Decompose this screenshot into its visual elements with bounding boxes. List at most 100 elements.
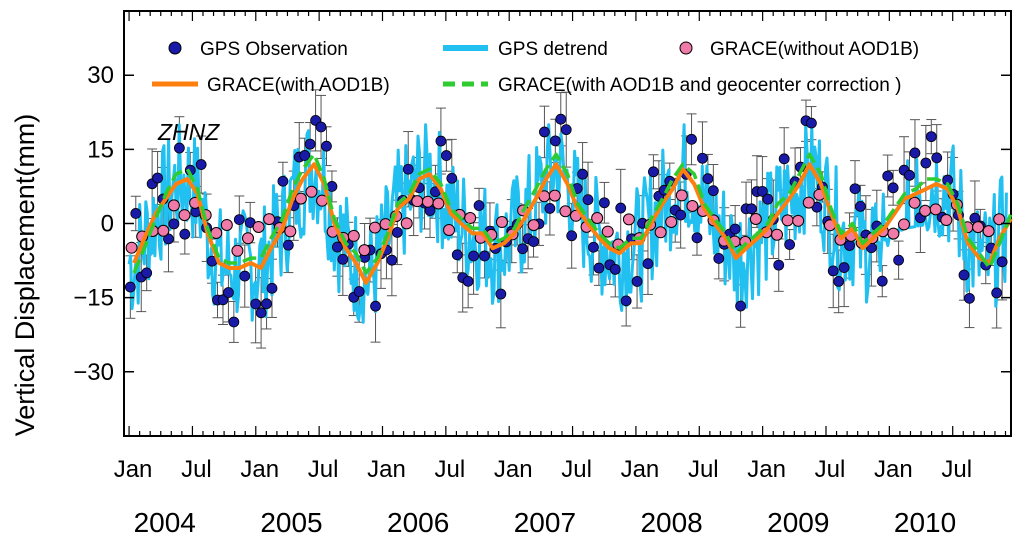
grace-without-aod1b-point — [241, 232, 254, 245]
legend-marker-grace-without-aod1b — [679, 41, 693, 55]
grace-without-aod1b-point — [231, 244, 244, 257]
gps-observation-point — [233, 214, 245, 226]
gps-observation-point — [326, 181, 338, 192]
grace-without-aod1b-point — [464, 212, 477, 225]
grace-without-aod1b-point — [421, 195, 434, 208]
year-label: 2004 — [134, 507, 196, 538]
grace-without-aod1b-point — [432, 197, 445, 210]
x-tick-label: Jul — [308, 456, 339, 483]
x-tick-label: Jan — [494, 456, 533, 483]
gps-observation-point — [370, 300, 381, 312]
gps-observation-point — [239, 270, 251, 282]
x-tick-label: Jul — [941, 456, 972, 483]
grace-without-aod1b-point — [771, 228, 784, 241]
x-tick-label: Jan — [874, 456, 913, 483]
grace-without-aod1b-point — [591, 211, 604, 224]
gps-observation-point — [163, 233, 174, 245]
grace-without-aod1b-point — [347, 229, 360, 242]
gps-observation-point — [549, 135, 561, 147]
gps-observation-point — [195, 159, 207, 170]
y-tick-label: −15 — [73, 285, 114, 312]
gps-observation-point — [931, 152, 943, 164]
x-tick-label: Jul — [561, 456, 592, 483]
grace-without-aod1b-point — [125, 241, 138, 254]
gps-observation-point — [179, 228, 191, 240]
gps-observation-point — [353, 286, 365, 297]
gps-observation-point — [321, 140, 332, 152]
x-tick-label: Jan — [367, 456, 406, 483]
y-tick-label: 0 — [101, 211, 114, 238]
gps-observation-point — [958, 269, 970, 281]
grace-without-aod1b-point — [749, 213, 762, 226]
grace-without-aod1b-point — [887, 227, 900, 240]
gps-observation-point — [228, 316, 240, 328]
gps-observation-point — [331, 241, 343, 253]
gps-observation-point — [566, 230, 578, 242]
grace-without-aod1b-point — [675, 189, 688, 202]
gps-observation-point — [686, 133, 697, 145]
gps-observation-point — [304, 138, 316, 150]
legend-label-gps-observation: GPS Observation — [200, 39, 348, 60]
year-label: 2010 — [894, 507, 956, 538]
gps-observation-point — [609, 264, 621, 275]
gps-observation-point — [849, 183, 861, 195]
gps-observation-point — [876, 275, 888, 287]
gps-observation-point — [697, 152, 708, 164]
legend-label-gps-detrend: GPS detrend — [498, 39, 608, 60]
gps-observation-point — [544, 203, 556, 214]
gps-observation-point — [451, 249, 463, 261]
gps-observation-point — [337, 253, 349, 265]
gps-observation-point — [675, 209, 687, 221]
year-label: 2007 — [514, 507, 576, 538]
gps-observation-point — [996, 256, 1008, 268]
gps-observation-point — [386, 254, 398, 266]
grace-without-aod1b-point — [940, 214, 953, 227]
grace-without-aod1b-point — [400, 217, 413, 230]
grace-without-aod1b-point — [284, 225, 297, 238]
grace-without-aod1b-point — [220, 218, 233, 231]
gps-observation-point — [904, 169, 915, 181]
gps-observation-point — [631, 276, 643, 287]
grace-without-aod1b-point — [792, 214, 805, 227]
gps-observation-point — [462, 275, 474, 287]
grace-without-aod1b-point — [443, 224, 456, 237]
gps-observation-point — [707, 185, 719, 197]
grace-geocenter-line — [132, 152, 1013, 275]
gps-observation-point — [217, 294, 229, 306]
gps-observation-point — [495, 288, 507, 300]
x-tick-label: Jan — [621, 456, 660, 483]
gps-observation-point — [315, 121, 327, 133]
gps-observation-point — [648, 166, 659, 178]
year-label: 2008 — [640, 507, 702, 538]
gps-observation-point — [691, 232, 703, 244]
gps-observation-point — [735, 300, 746, 312]
gps-observation-point — [539, 126, 550, 138]
gps-observation-point — [620, 295, 632, 307]
gps-observation-point — [577, 168, 588, 180]
grace-without-aod1b-point — [972, 221, 985, 234]
grace-line-series — [132, 152, 1013, 285]
gps-observation-point — [299, 150, 311, 161]
grace-without-aod1b-point — [263, 213, 276, 226]
gps-observation-point — [555, 113, 567, 125]
gps-observation-point — [855, 200, 866, 212]
gps-observation-point — [468, 250, 480, 262]
grace-without-aod1b-point — [665, 215, 678, 228]
gps-observation-point — [435, 135, 447, 147]
gps-observation-point — [964, 292, 975, 304]
gps-observation-point — [844, 240, 855, 251]
gps-observation-point — [440, 150, 452, 161]
x-tick-label: Jul — [688, 456, 719, 483]
gps-observation-point — [925, 131, 937, 143]
y-tick-label: −30 — [73, 359, 114, 386]
x-tick-label: Jul — [435, 456, 466, 483]
gps-observation-point — [806, 117, 817, 129]
grace-without-aod1b-point — [908, 196, 921, 209]
gps-observation-point — [168, 218, 180, 230]
gps-observation-point — [261, 298, 272, 310]
gps-observation-point — [833, 275, 845, 287]
gps-observation-point — [173, 142, 185, 154]
gps-observation-point — [920, 157, 932, 169]
grace-without-aod1b-point — [548, 189, 561, 202]
